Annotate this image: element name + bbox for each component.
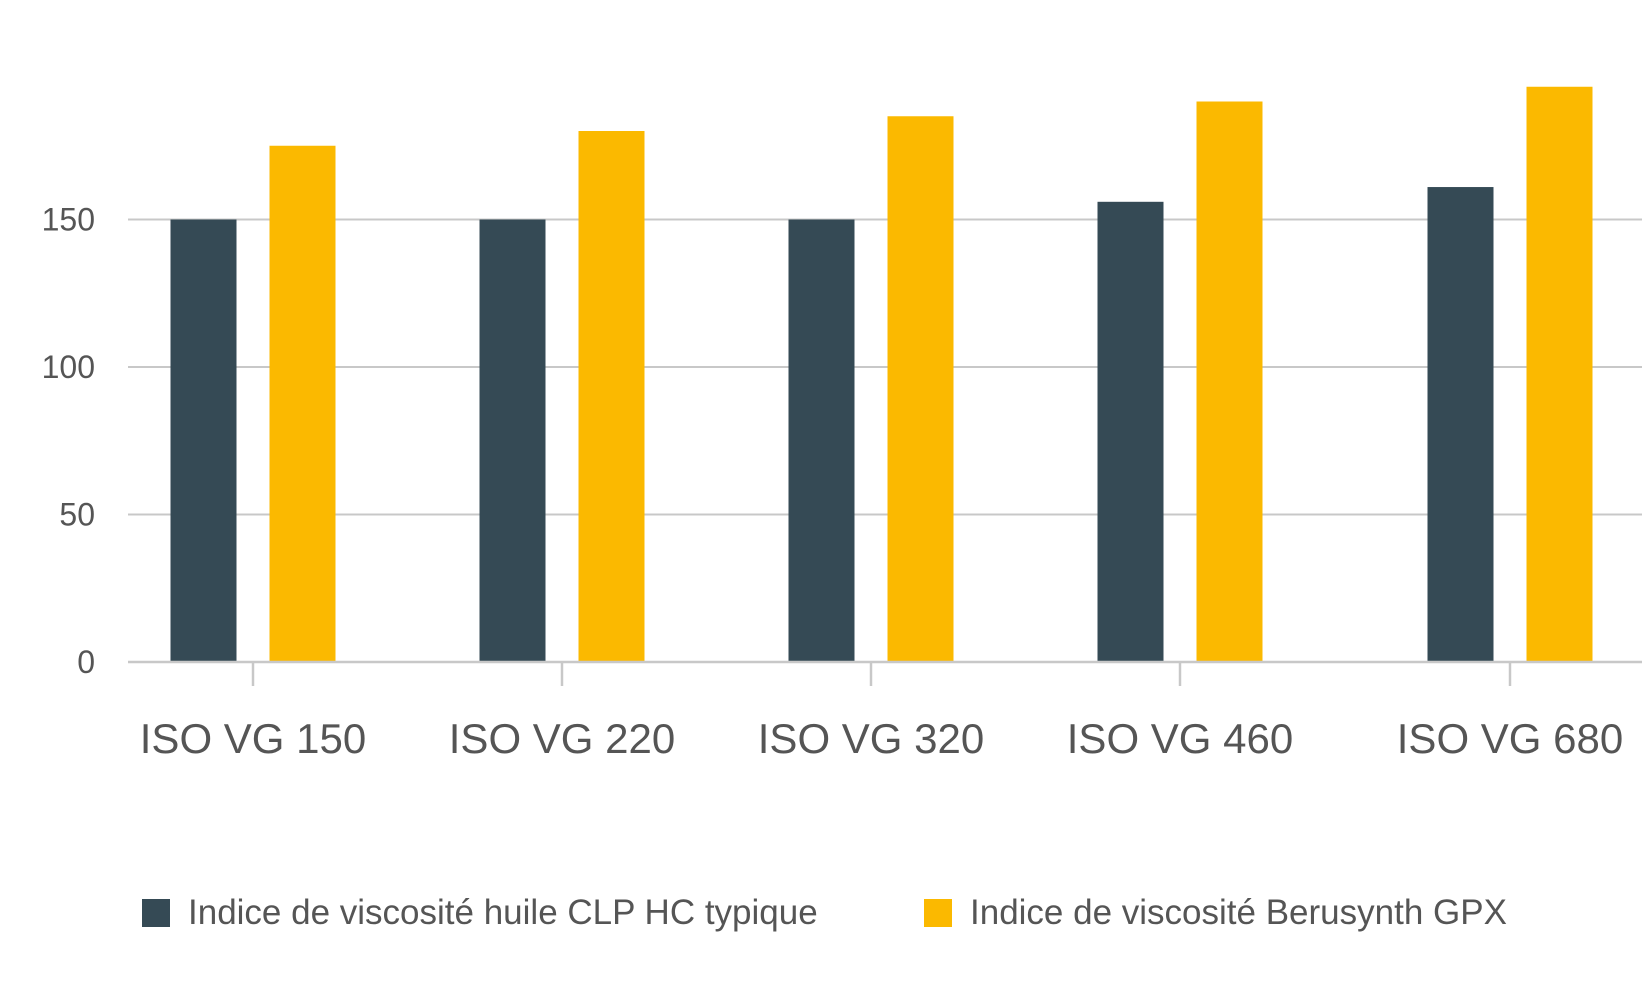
legend-label-berusynth-gpx: Indice de viscosité Berusynth GPX [970,893,1507,932]
x-tick-label-2: ISO VG 320 [758,715,984,762]
x-tick-label-0: ISO VG 150 [140,715,366,762]
bar-clp-hc-4 [1427,187,1494,663]
bar-berusynth-gpx-4 [1526,86,1593,662]
y-tick-label-150: 150 [42,202,95,238]
bars [170,86,1593,663]
bar-chart: 0 50 100 150 ISO VG 150 ISO VG 220 ISO VG 320… [42,86,1642,762]
gridlines [128,218,1642,516]
y-tick-label-0: 0 [77,644,95,680]
x-tick-label-3: ISO VG 460 [1067,715,1293,762]
bar-berusynth-gpx-0 [269,145,336,662]
bar-berusynth-gpx-2 [887,116,954,662]
legend-label-clp-hc: Indice de viscosité huile CLP HC typique [188,893,818,932]
x-axis-ticks: ISO VG 150 ISO VG 220 ISO VG 320 ISO VG 460… [140,662,1623,762]
y-tick-label-100: 100 [42,349,95,385]
bar-clp-hc-0 [170,219,237,662]
bar-clp-hc-1 [479,219,546,662]
y-axis-ticks: 0 50 100 150 [42,202,95,681]
bar-berusynth-gpx-3 [1196,101,1263,662]
bar-berusynth-gpx-1 [578,131,645,662]
legend: Indice de viscosité huile CLP HC typique… [0,888,1648,938]
bar-clp-hc-3 [1097,201,1164,663]
legend-swatch-clp-hc [142,899,170,927]
x-tick-label-4: ISO VG 680 [1397,715,1623,762]
bar-clp-hc-2 [788,219,855,662]
legend-item-clp-hc: Indice de viscosité huile CLP HC typique [142,888,818,938]
legend-item-berusynth-gpx: Indice de viscosité Berusynth GPX [924,888,1507,938]
y-tick-label-50: 50 [59,497,95,533]
x-tick-label-1: ISO VG 220 [449,715,675,762]
legend-swatch-berusynth-gpx [924,899,952,927]
